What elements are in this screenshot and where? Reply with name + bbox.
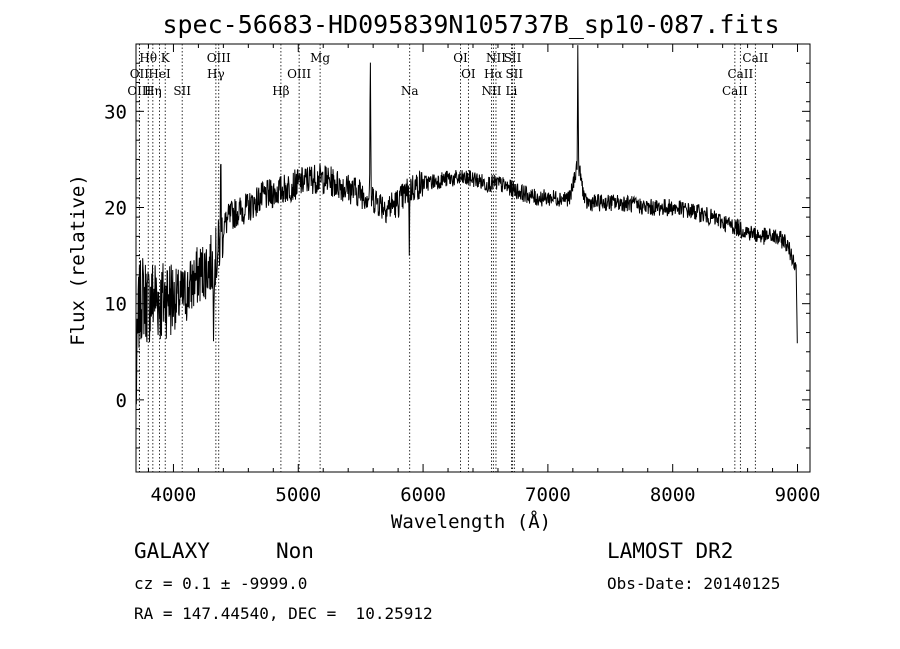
line-label: Hα xyxy=(484,67,503,81)
y-axis-label: Flux (relative) xyxy=(67,174,89,346)
line-label: Hβ xyxy=(272,84,289,98)
spectrum-line xyxy=(135,45,798,405)
x-tick-label: 6000 xyxy=(400,484,446,506)
x-tick-label: 7000 xyxy=(525,484,571,506)
line-label: Hη xyxy=(144,84,162,98)
line-label: OI xyxy=(453,51,468,65)
line-label: CaII xyxy=(722,84,748,98)
line-label: CaII xyxy=(727,67,753,81)
redshift-line: cz = 0.1 ± -9999.0 xyxy=(134,574,308,593)
line-label: NII xyxy=(481,84,501,98)
y-tick-label: 10 xyxy=(104,294,127,316)
x-tick-label: 8000 xyxy=(650,484,696,506)
spectral-line-markers xyxy=(138,44,756,472)
y-axis-ticks: 0 10 20 30 xyxy=(104,62,810,449)
survey-name: LAMOST DR2 xyxy=(607,539,734,563)
object-subclass: Non xyxy=(276,539,314,563)
line-label: Mg xyxy=(310,51,330,65)
line-label: Hγ xyxy=(207,67,225,81)
object-class: GALAXY xyxy=(134,539,210,563)
x-tick-label: 5000 xyxy=(275,484,321,506)
line-label: OIII xyxy=(207,51,231,65)
y-tick-label: 0 xyxy=(116,390,127,412)
line-label: CaII xyxy=(742,51,768,65)
line-label: Na xyxy=(401,84,419,98)
y-tick-label: 20 xyxy=(104,198,127,220)
x-tick-label: 9000 xyxy=(775,484,821,506)
chart-title: spec-56683-HD095839N105737B_sp10-087.fit… xyxy=(162,10,779,39)
spectral-line-labels: Hθ OII OIII K HeI Hη SII OIII Hγ Hβ OIII Mg Na OI OI NI… xyxy=(127,51,768,98)
x-axis-ticks: 4000 5000 6000 7000 8000 9000 xyxy=(147,44,821,506)
line-label: Hθ xyxy=(139,51,157,65)
plot-frame xyxy=(135,43,811,473)
line-label: HeI xyxy=(148,67,171,81)
x-axis-label: Wavelength (Å) xyxy=(391,510,551,533)
coordinates-line: RA = 147.44540, DEC = 10.25912 xyxy=(134,604,433,623)
line-label: SII xyxy=(504,51,522,65)
line-label: OIII xyxy=(287,67,311,81)
line-label: OII xyxy=(130,67,150,81)
line-label: Li xyxy=(506,84,518,98)
line-label: SII xyxy=(173,84,191,98)
obs-date: Obs-Date: 20140125 xyxy=(607,574,781,593)
line-label: K xyxy=(161,51,171,65)
line-label: OI xyxy=(461,67,476,81)
line-label: NII xyxy=(486,51,506,65)
line-label: OIII xyxy=(127,84,151,98)
y-tick-label: 30 xyxy=(104,101,127,123)
line-label: SII xyxy=(505,67,523,81)
x-tick-label: 4000 xyxy=(151,484,197,506)
